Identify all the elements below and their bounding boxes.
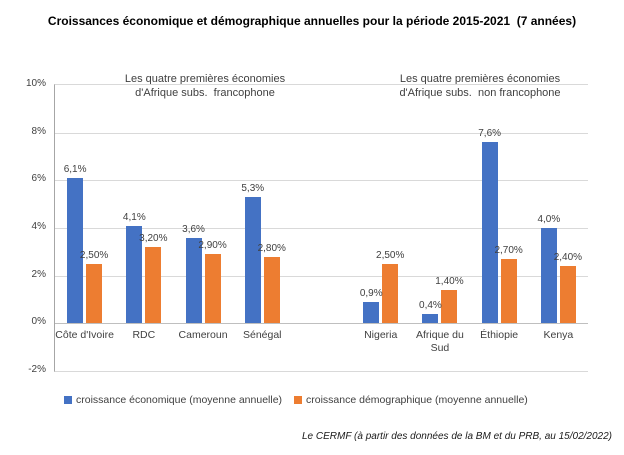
y-tick-label: -2% [28,364,46,375]
chart-title: Croissances économique et démographique … [47,14,577,28]
y-tick-label: 4% [31,221,46,232]
category-label: Éthiopie [480,329,519,342]
bar-label: 4,0% [537,214,561,225]
bar-label: 3,20% [139,233,168,245]
legend-item-demographic: croissance démographique (moyenne annuel… [294,394,528,406]
annotation-line-1: Les quatre premières économies [399,73,561,85]
bar [67,177,84,324]
category-label: Kenya [543,329,574,342]
annotation-line-1: Les quatre premières économies [124,73,286,85]
gridline [55,275,588,277]
bar [204,254,221,324]
economic-series-swatch-icon [64,396,72,404]
bar-label: 0,4% [419,299,442,311]
bar-label: 5,3% [241,183,265,195]
y-tick-label: 0% [31,316,46,328]
legend-label-demographic: croissance démographique (moyenne annuel… [306,394,528,406]
category-label: Sénégal [242,329,282,342]
bar-label: 1,40% [435,275,464,287]
annotation-line-2: d'Afrique subs. francophone [135,87,275,100]
category-label: Cameroun [178,329,228,342]
bar [441,289,458,324]
bar [244,197,261,324]
gridline [55,132,588,134]
bar-label: 2,70% [494,244,523,256]
bar-label: 2,90% [198,240,227,252]
category-label: Nigeria [364,329,398,342]
annotation-francophone: Les quatre premières économies d'Afrique… [105,70,305,103]
bar [263,256,280,324]
bar-label: 2,50% [376,249,405,261]
y-tick-label: 8% [31,125,46,137]
category-label: Afrique du Sud [416,329,464,355]
bar-label: 2,50% [79,249,109,261]
y-tick-label: 2% [31,268,46,280]
demographic-series-swatch-icon [294,396,302,404]
gridline [55,180,588,182]
legend-item-economic: croissance économique (moyenne annuelle) [64,394,282,406]
bar [481,142,498,324]
legend-label-economic: croissance économique (moyenne annuelle) [76,394,283,406]
bar [382,263,399,324]
annotation-non-francophone: Les quatre premières économies d'Afrique… [380,70,580,103]
annotation-line-2: d'Afrique subs. non francophone [399,87,561,100]
bar [363,301,380,324]
bar-label: 2,80% [257,242,286,254]
category-label: RDC [132,329,156,342]
source-note: Le CERMF (à partir des données de la BM … [302,431,612,442]
bar-label: 4,1% [122,211,146,223]
bar [500,258,517,324]
bar [422,313,439,324]
bar [126,225,143,324]
bar-label: 0,9% [359,287,383,299]
bar [185,237,202,324]
bar-label: 3,6% [182,223,205,235]
gridline [55,228,588,229]
bar-label: 6,1% [63,163,87,175]
bar [86,263,103,324]
bar [559,266,576,324]
bar-label: 7,6% [478,128,502,140]
y-tick-label: 6% [31,173,46,185]
bar-label: 2,40% [553,252,583,264]
category-label: Côte d'Ivoire [55,329,114,342]
bar [145,247,162,324]
plot-area: 6,1% 4,1% 3,6% 5,3% 0,9% 0,4% 7,6% 4,0% 2,50% 3,2… [54,84,588,372]
gridline [55,323,588,325]
bar [540,228,557,324]
y-tick-label: 10% [25,78,46,89]
